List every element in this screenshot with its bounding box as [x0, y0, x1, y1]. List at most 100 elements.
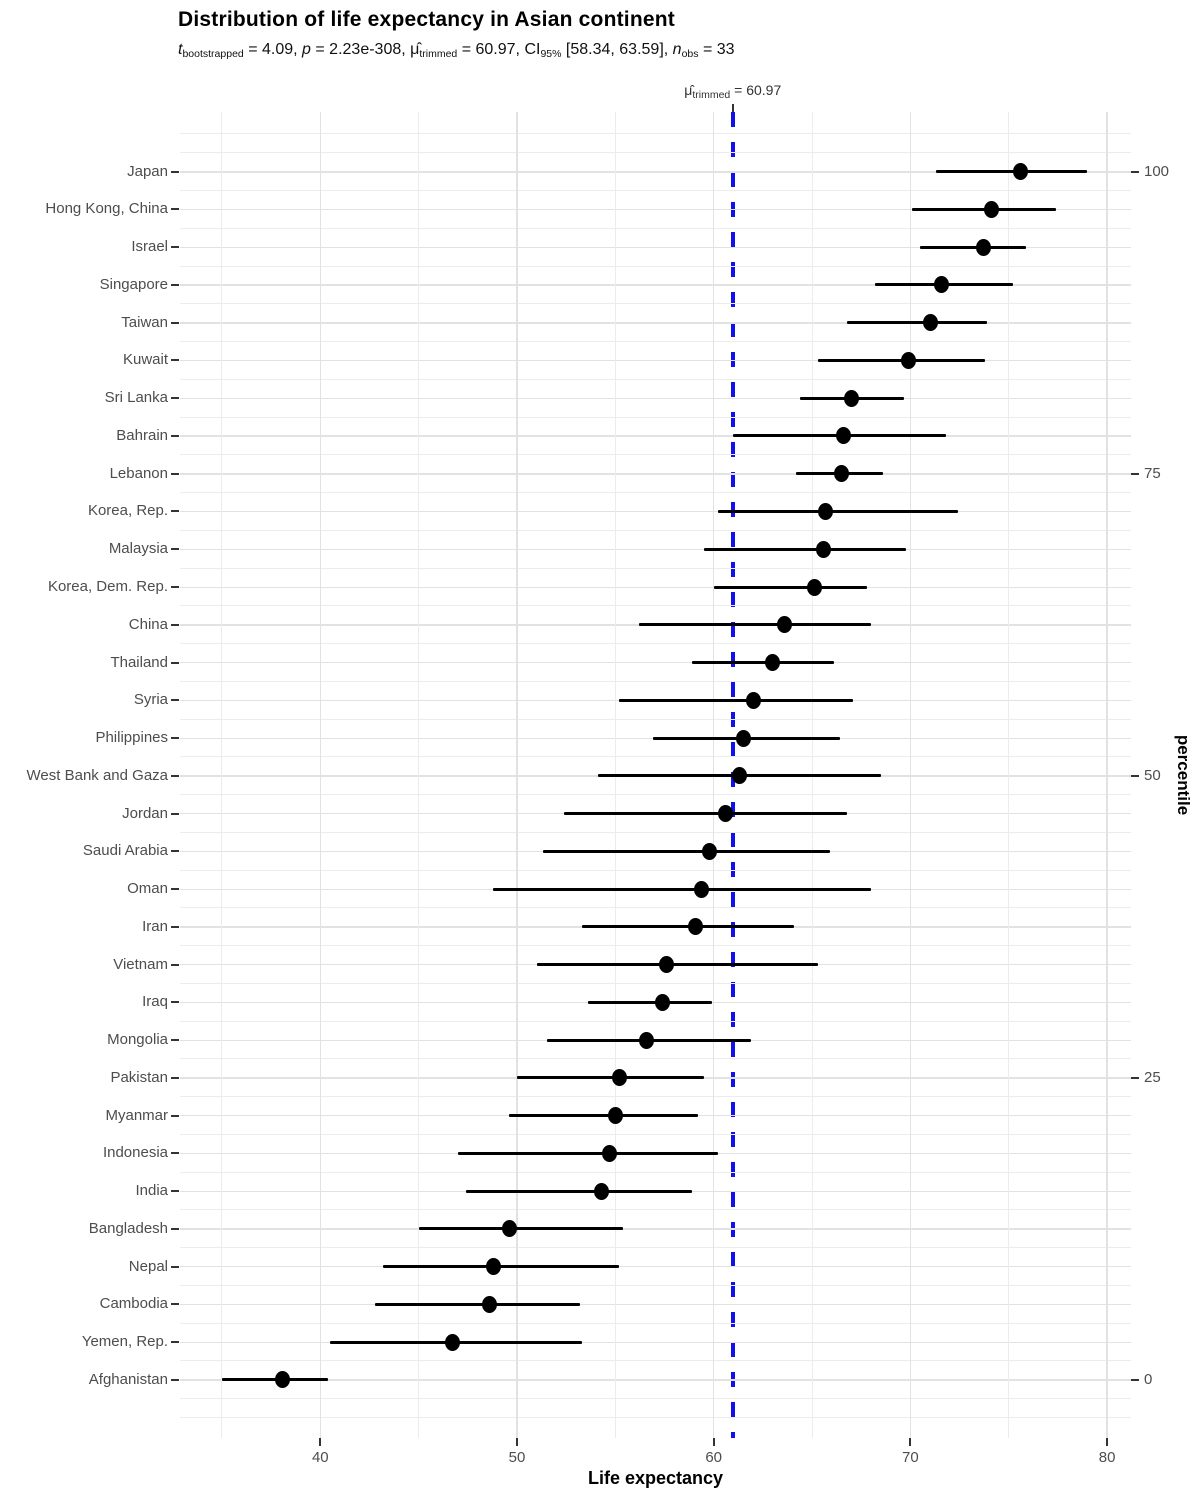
data-point [900, 351, 916, 369]
ci-line [935, 170, 1088, 174]
data-point [818, 502, 834, 520]
x-tick-label: 40 [311, 1449, 329, 1466]
data-point [481, 1295, 497, 1313]
data-point [275, 1371, 291, 1389]
y-tick-label-iran: Iran [142, 917, 168, 935]
grid-h-major [180, 1341, 1131, 1343]
grid-h-minor [180, 378, 1131, 380]
grid-h-major [180, 1379, 1131, 1381]
grid-h-major [180, 473, 1131, 475]
y-tick [171, 963, 179, 966]
data-point [607, 1107, 623, 1125]
y-tick-label-indonesia: Indonesia [102, 1144, 168, 1162]
x-tick-label: 70 [902, 1449, 919, 1466]
data-point [501, 1220, 517, 1238]
mu-top-tick [731, 104, 734, 112]
grid-h-major [180, 1303, 1131, 1306]
percentile-tick [1131, 1378, 1139, 1381]
grid-h-minor [180, 643, 1131, 645]
grid-h-minor [180, 907, 1131, 909]
stat-n-subscript: obs [681, 48, 699, 60]
data-point [655, 993, 671, 1011]
grid-h-minor [180, 680, 1131, 682]
y-tick [171, 888, 179, 891]
grid-h-minor [180, 567, 1131, 569]
grid-h-major [180, 359, 1131, 362]
y-tick [171, 1039, 179, 1042]
percentile-tick-label: 25 [1144, 1068, 1161, 1086]
y-tick [171, 774, 179, 777]
y-tick [171, 1190, 179, 1193]
y-tick [171, 1303, 179, 1306]
y-tick-label-jordan: Jordan [122, 804, 168, 822]
stat-ci-subscript: 95% [540, 48, 562, 60]
y-tick-label-korea-dem-rep: Korea, Dem. Rep. [47, 578, 168, 595]
data-point [843, 389, 859, 407]
grid-h-minor [180, 831, 1131, 833]
grid-v-major [319, 112, 321, 1438]
data-point [816, 540, 832, 558]
chart-title: Distribution of life expectancy in Asian… [178, 8, 675, 31]
y-tick-label-mongolia: Mongolia [107, 1031, 168, 1049]
grid-h-minor [180, 756, 1131, 758]
grid-h-major [180, 171, 1131, 173]
data-point [777, 616, 792, 634]
ci-line [847, 321, 988, 325]
data-point [594, 1182, 610, 1200]
ci-line [383, 1265, 620, 1269]
ci-line [587, 1000, 712, 1004]
y-tick [171, 472, 179, 475]
percentile-tick [1131, 774, 1139, 777]
grid-h-minor [180, 1247, 1131, 1249]
ci-line [717, 509, 958, 513]
y-tick [171, 1227, 179, 1230]
ci-line [509, 1114, 698, 1118]
stat-seg4: [58.34, 63.59], [561, 41, 673, 58]
percentile-axis-title: percentile [1174, 734, 1193, 816]
stat-mu-subscript: trimmed [419, 48, 458, 60]
y-tick [171, 850, 179, 853]
grid-h-minor [180, 1096, 1131, 1098]
y-tick-label-kuwait: Kuwait [122, 351, 168, 369]
ci-line [619, 698, 854, 702]
percentile-tick [1131, 170, 1139, 173]
ci-line [517, 1076, 704, 1080]
y-tick-label-nepal: Nepal [128, 1257, 168, 1275]
y-tick [171, 1001, 179, 1004]
grid-h-minor [180, 190, 1131, 192]
y-tick [171, 359, 179, 362]
data-point [694, 880, 710, 898]
y-tick-label-cambodia: Cambodia [99, 1295, 168, 1313]
grid-v-minor [418, 112, 420, 1438]
grid-h-minor [180, 1209, 1131, 1211]
grid-h-major [180, 548, 1131, 551]
stat-mu: μ̂ [410, 41, 420, 58]
ci-line [418, 1227, 624, 1231]
data-point [702, 842, 718, 860]
y-tick [171, 699, 179, 702]
y-tick-label-japan: Japan [127, 162, 168, 180]
y-tick [171, 208, 179, 211]
y-tick [171, 1265, 179, 1268]
data-point [1013, 163, 1029, 181]
y-tick-label-pakistan: Pakistan [110, 1068, 168, 1086]
ci-line [493, 887, 872, 891]
y-tick [171, 737, 179, 740]
grid-h-major [180, 284, 1131, 286]
data-point [975, 238, 991, 256]
y-tick-label-sri-lanka: Sri Lanka [104, 389, 168, 407]
grid-h-minor [180, 1284, 1131, 1286]
grid-h-major [180, 510, 1131, 513]
data-point [745, 691, 761, 709]
data-point [658, 956, 674, 974]
grid-v-major [516, 112, 518, 1438]
grid-h-minor [180, 152, 1131, 154]
y-tick-label-bahrain: Bahrain [116, 426, 168, 444]
stat-n: n [672, 41, 682, 58]
y-tick [171, 1378, 179, 1381]
y-tick-label-hong-kong-china: Hong Kong, China [45, 200, 168, 218]
stat-p: p [302, 41, 311, 58]
y-tick-label-vietnam: Vietnam [113, 955, 168, 973]
ci-line [581, 925, 795, 929]
y-tick [171, 434, 179, 437]
